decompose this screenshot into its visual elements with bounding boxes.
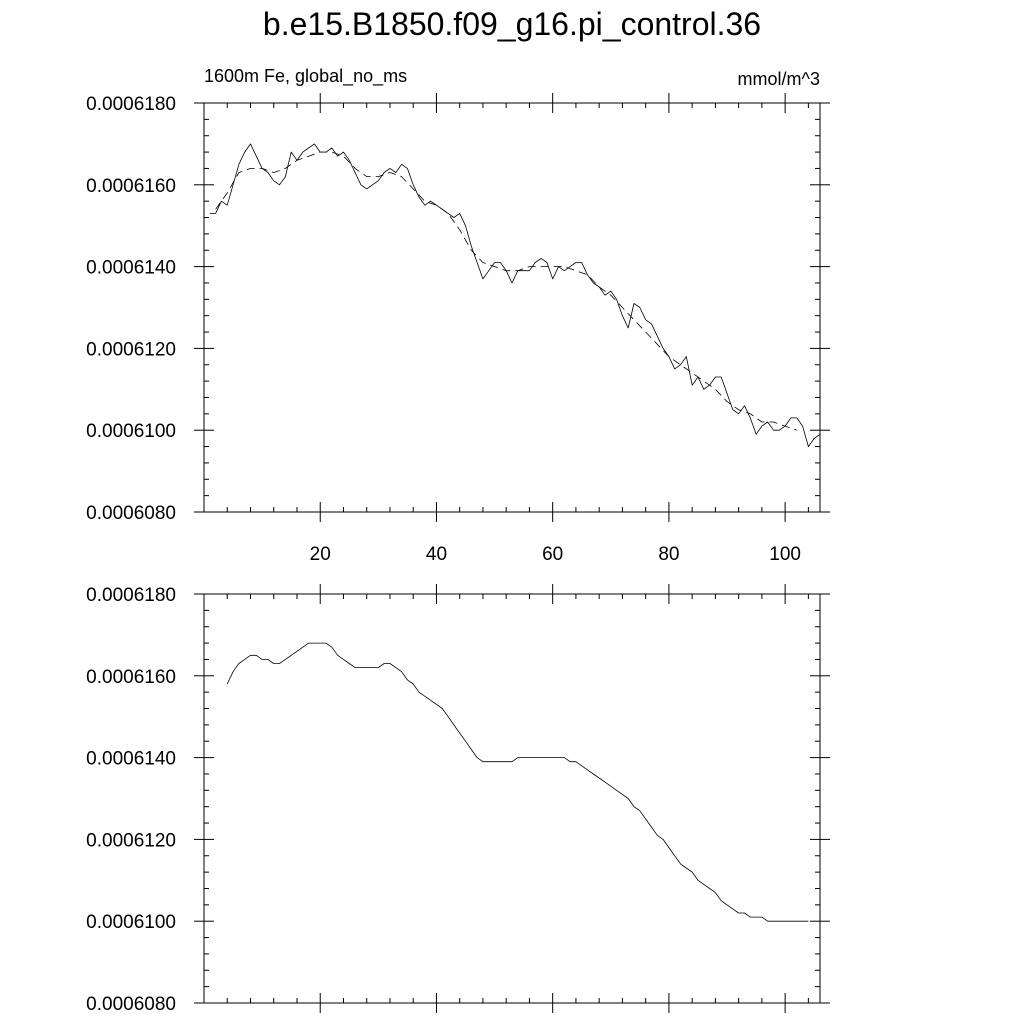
y-tick-label: 0.0006140	[86, 258, 176, 279]
y-tick-label: 0.0006160	[86, 176, 176, 197]
variable-label: 1600m Fe, global_no_ms	[204, 66, 408, 86]
y-tick-label: 0.0006160	[86, 667, 176, 688]
y-tick-label: 0.0006080	[86, 503, 176, 524]
x-tick-label: 20	[310, 544, 331, 565]
chart-title: b.e15.B1850.f09_g16.pi_control.36	[262, 6, 762, 42]
y-tick-label: 0.0006140	[86, 749, 176, 770]
x-tick-label: 40	[426, 544, 447, 565]
units-label: mmol/m^3	[737, 69, 820, 89]
x-tick-label: 100	[769, 544, 801, 565]
x-tick-label: 60	[542, 544, 563, 565]
y-tick-label: 0.0006100	[86, 912, 176, 933]
x-tick-label: 80	[658, 544, 679, 565]
series-line-smoothed	[226, 642, 809, 922]
y-tick-label: 0.0006180	[86, 585, 176, 606]
y-tick-label: 0.0006100	[86, 421, 176, 442]
y-tick-label: 0.0006120	[86, 339, 176, 360]
plot-frame-1	[203, 593, 821, 1004]
series-line-running-mean-top-	[215, 151, 797, 431]
y-tick-label: 0.0006080	[86, 994, 176, 1015]
y-tick-label: 0.0006120	[86, 830, 176, 851]
plot-frame-0	[203, 102, 821, 513]
series-line-annual	[209, 143, 821, 448]
y-tick-label: 0.0006180	[86, 94, 176, 115]
